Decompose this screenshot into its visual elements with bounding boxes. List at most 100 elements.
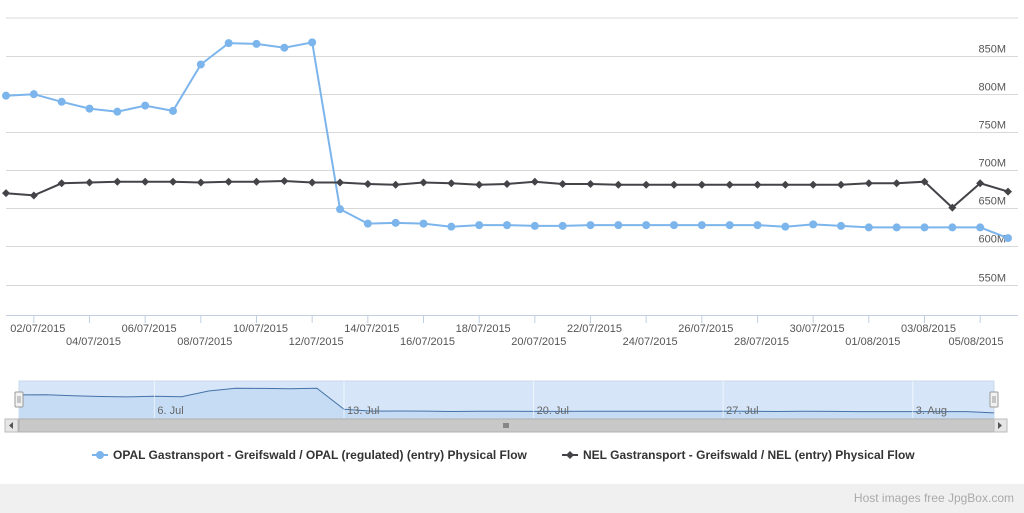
- data-point-1[interactable]: [837, 221, 845, 230]
- data-point-2[interactable]: [586, 180, 595, 189]
- data-point-2[interactable]: [864, 179, 873, 188]
- data-point-2[interactable]: [976, 179, 985, 188]
- data-point-2[interactable]: [2, 189, 10, 198]
- y-grid: 550M 600M 650M 700M 750M 800M 850M: [6, 17, 1018, 286]
- data-point-2[interactable]: [697, 180, 706, 189]
- data-point-1[interactable]: [280, 43, 289, 52]
- data-point-1[interactable]: [892, 223, 901, 232]
- y-tick-label: 550M: [978, 273, 1006, 285]
- data-point-2[interactable]: [29, 191, 38, 200]
- data-point-2[interactable]: [558, 180, 567, 189]
- data-point-1[interactable]: [2, 91, 10, 100]
- data-point-2[interactable]: [85, 178, 94, 187]
- legend-item-2[interactable]: NEL Gastransport - Greifswald / NEL (ent…: [562, 448, 915, 462]
- data-point-1[interactable]: [725, 221, 734, 230]
- data-point-2[interactable]: [391, 180, 400, 189]
- data-point-2[interactable]: [614, 180, 623, 189]
- data-point-1[interactable]: [57, 97, 66, 106]
- data-point-1[interactable]: [1004, 234, 1012, 243]
- x-tick-label: 24/07/2015: [623, 336, 678, 348]
- data-point-2[interactable]: [280, 176, 289, 185]
- data-point-2[interactable]: [837, 180, 845, 189]
- y-tick-label: 750M: [978, 120, 1006, 132]
- legend-circle-icon: [96, 451, 104, 459]
- data-point-1[interactable]: [948, 223, 957, 232]
- data-point-1[interactable]: [85, 104, 94, 113]
- data-point-1[interactable]: [141, 101, 150, 110]
- y-tick-label: 800M: [978, 82, 1006, 94]
- data-point-2[interactable]: [670, 180, 678, 189]
- data-point-1[interactable]: [781, 222, 790, 231]
- navigator-handle-right[interactable]: [989, 391, 999, 408]
- x-tick-label: 06/07/2015: [122, 323, 177, 335]
- data-point-1[interactable]: [308, 38, 317, 47]
- data-point-2[interactable]: [336, 178, 344, 187]
- data-point-1[interactable]: [920, 223, 929, 232]
- x-tick-label: 16/07/2015: [400, 336, 455, 348]
- data-point-1[interactable]: [475, 221, 484, 230]
- data-point-2[interactable]: [419, 178, 428, 187]
- data-point-1[interactable]: [336, 205, 344, 214]
- data-point-2[interactable]: [503, 180, 511, 189]
- navigator-label: 13. Jul: [347, 405, 379, 417]
- data-point-1[interactable]: [196, 60, 205, 69]
- data-point-2[interactable]: [920, 177, 929, 186]
- data-point-2[interactable]: [781, 180, 790, 189]
- data-point-1[interactable]: [503, 221, 511, 230]
- data-point-1[interactable]: [670, 221, 678, 230]
- data-point-1[interactable]: [558, 221, 567, 230]
- data-point-2[interactable]: [447, 179, 456, 188]
- data-point-2[interactable]: [1004, 187, 1012, 196]
- data-point-1[interactable]: [976, 223, 985, 232]
- data-point-2[interactable]: [224, 177, 233, 186]
- navigator-line: [18, 387, 995, 414]
- footer-bar: Host images free JpgBox.com: [0, 484, 1024, 513]
- navigator-label: 20. Jul: [537, 405, 569, 417]
- footer-text[interactable]: Host images free JpgBox.com: [853, 491, 1014, 505]
- y-tick-label: 600M: [978, 234, 1006, 246]
- data-point-2[interactable]: [57, 179, 66, 188]
- data-point-2[interactable]: [475, 180, 484, 189]
- data-point-1[interactable]: [642, 221, 651, 230]
- data-point-1[interactable]: [252, 39, 261, 48]
- navigator-label: 27. Jul: [726, 405, 758, 417]
- data-point-2[interactable]: [196, 178, 205, 187]
- data-point-1[interactable]: [697, 221, 706, 230]
- data-point-2[interactable]: [948, 203, 957, 212]
- data-point-1[interactable]: [363, 219, 372, 228]
- data-point-1[interactable]: [447, 222, 456, 231]
- data-point-1[interactable]: [753, 221, 762, 230]
- legend-item-1[interactable]: OPAL Gastransport - Greifswald / OPAL (r…: [92, 448, 528, 462]
- data-point-1[interactable]: [391, 218, 400, 227]
- data-point-1[interactable]: [530, 221, 539, 230]
- data-point-2[interactable]: [252, 177, 261, 186]
- data-point-2[interactable]: [892, 179, 901, 188]
- data-point-1[interactable]: [29, 90, 38, 99]
- data-point-1[interactable]: [224, 39, 233, 48]
- data-point-2[interactable]: [725, 180, 734, 189]
- data-point-1[interactable]: [419, 219, 428, 228]
- data-point-1[interactable]: [614, 221, 623, 230]
- data-point-2[interactable]: [753, 180, 762, 189]
- data-point-1[interactable]: [169, 106, 177, 115]
- navigator[interactable]: 6. Jul 13. Jul 20. Jul 27. Jul 3. Aug: [4, 380, 1008, 433]
- navigator-handle-left[interactable]: [14, 391, 24, 408]
- data-point-2[interactable]: [642, 180, 651, 189]
- data-point-2[interactable]: [363, 180, 372, 189]
- data-point-1[interactable]: [864, 223, 873, 232]
- data-point-2[interactable]: [113, 177, 122, 186]
- data-point-1[interactable]: [113, 107, 122, 116]
- x-tick-label: 12/07/2015: [289, 336, 344, 348]
- data-point-2[interactable]: [809, 180, 818, 189]
- data-point-2[interactable]: [141, 177, 150, 186]
- y-tick-label: 700M: [978, 158, 1006, 170]
- data-point-2[interactable]: [169, 177, 177, 186]
- data-point-2[interactable]: [308, 178, 317, 187]
- x-axis: 02/07/2015 06/07/2015 10/07/2015 14/07/2015…: [6, 315, 1018, 348]
- data-point-1[interactable]: [586, 221, 595, 230]
- data-point-1[interactable]: [809, 220, 818, 229]
- x-tick-label: 18/07/2015: [456, 323, 511, 335]
- data-point-2[interactable]: [530, 177, 539, 186]
- x-tick-label: 01/08/2015: [845, 336, 900, 348]
